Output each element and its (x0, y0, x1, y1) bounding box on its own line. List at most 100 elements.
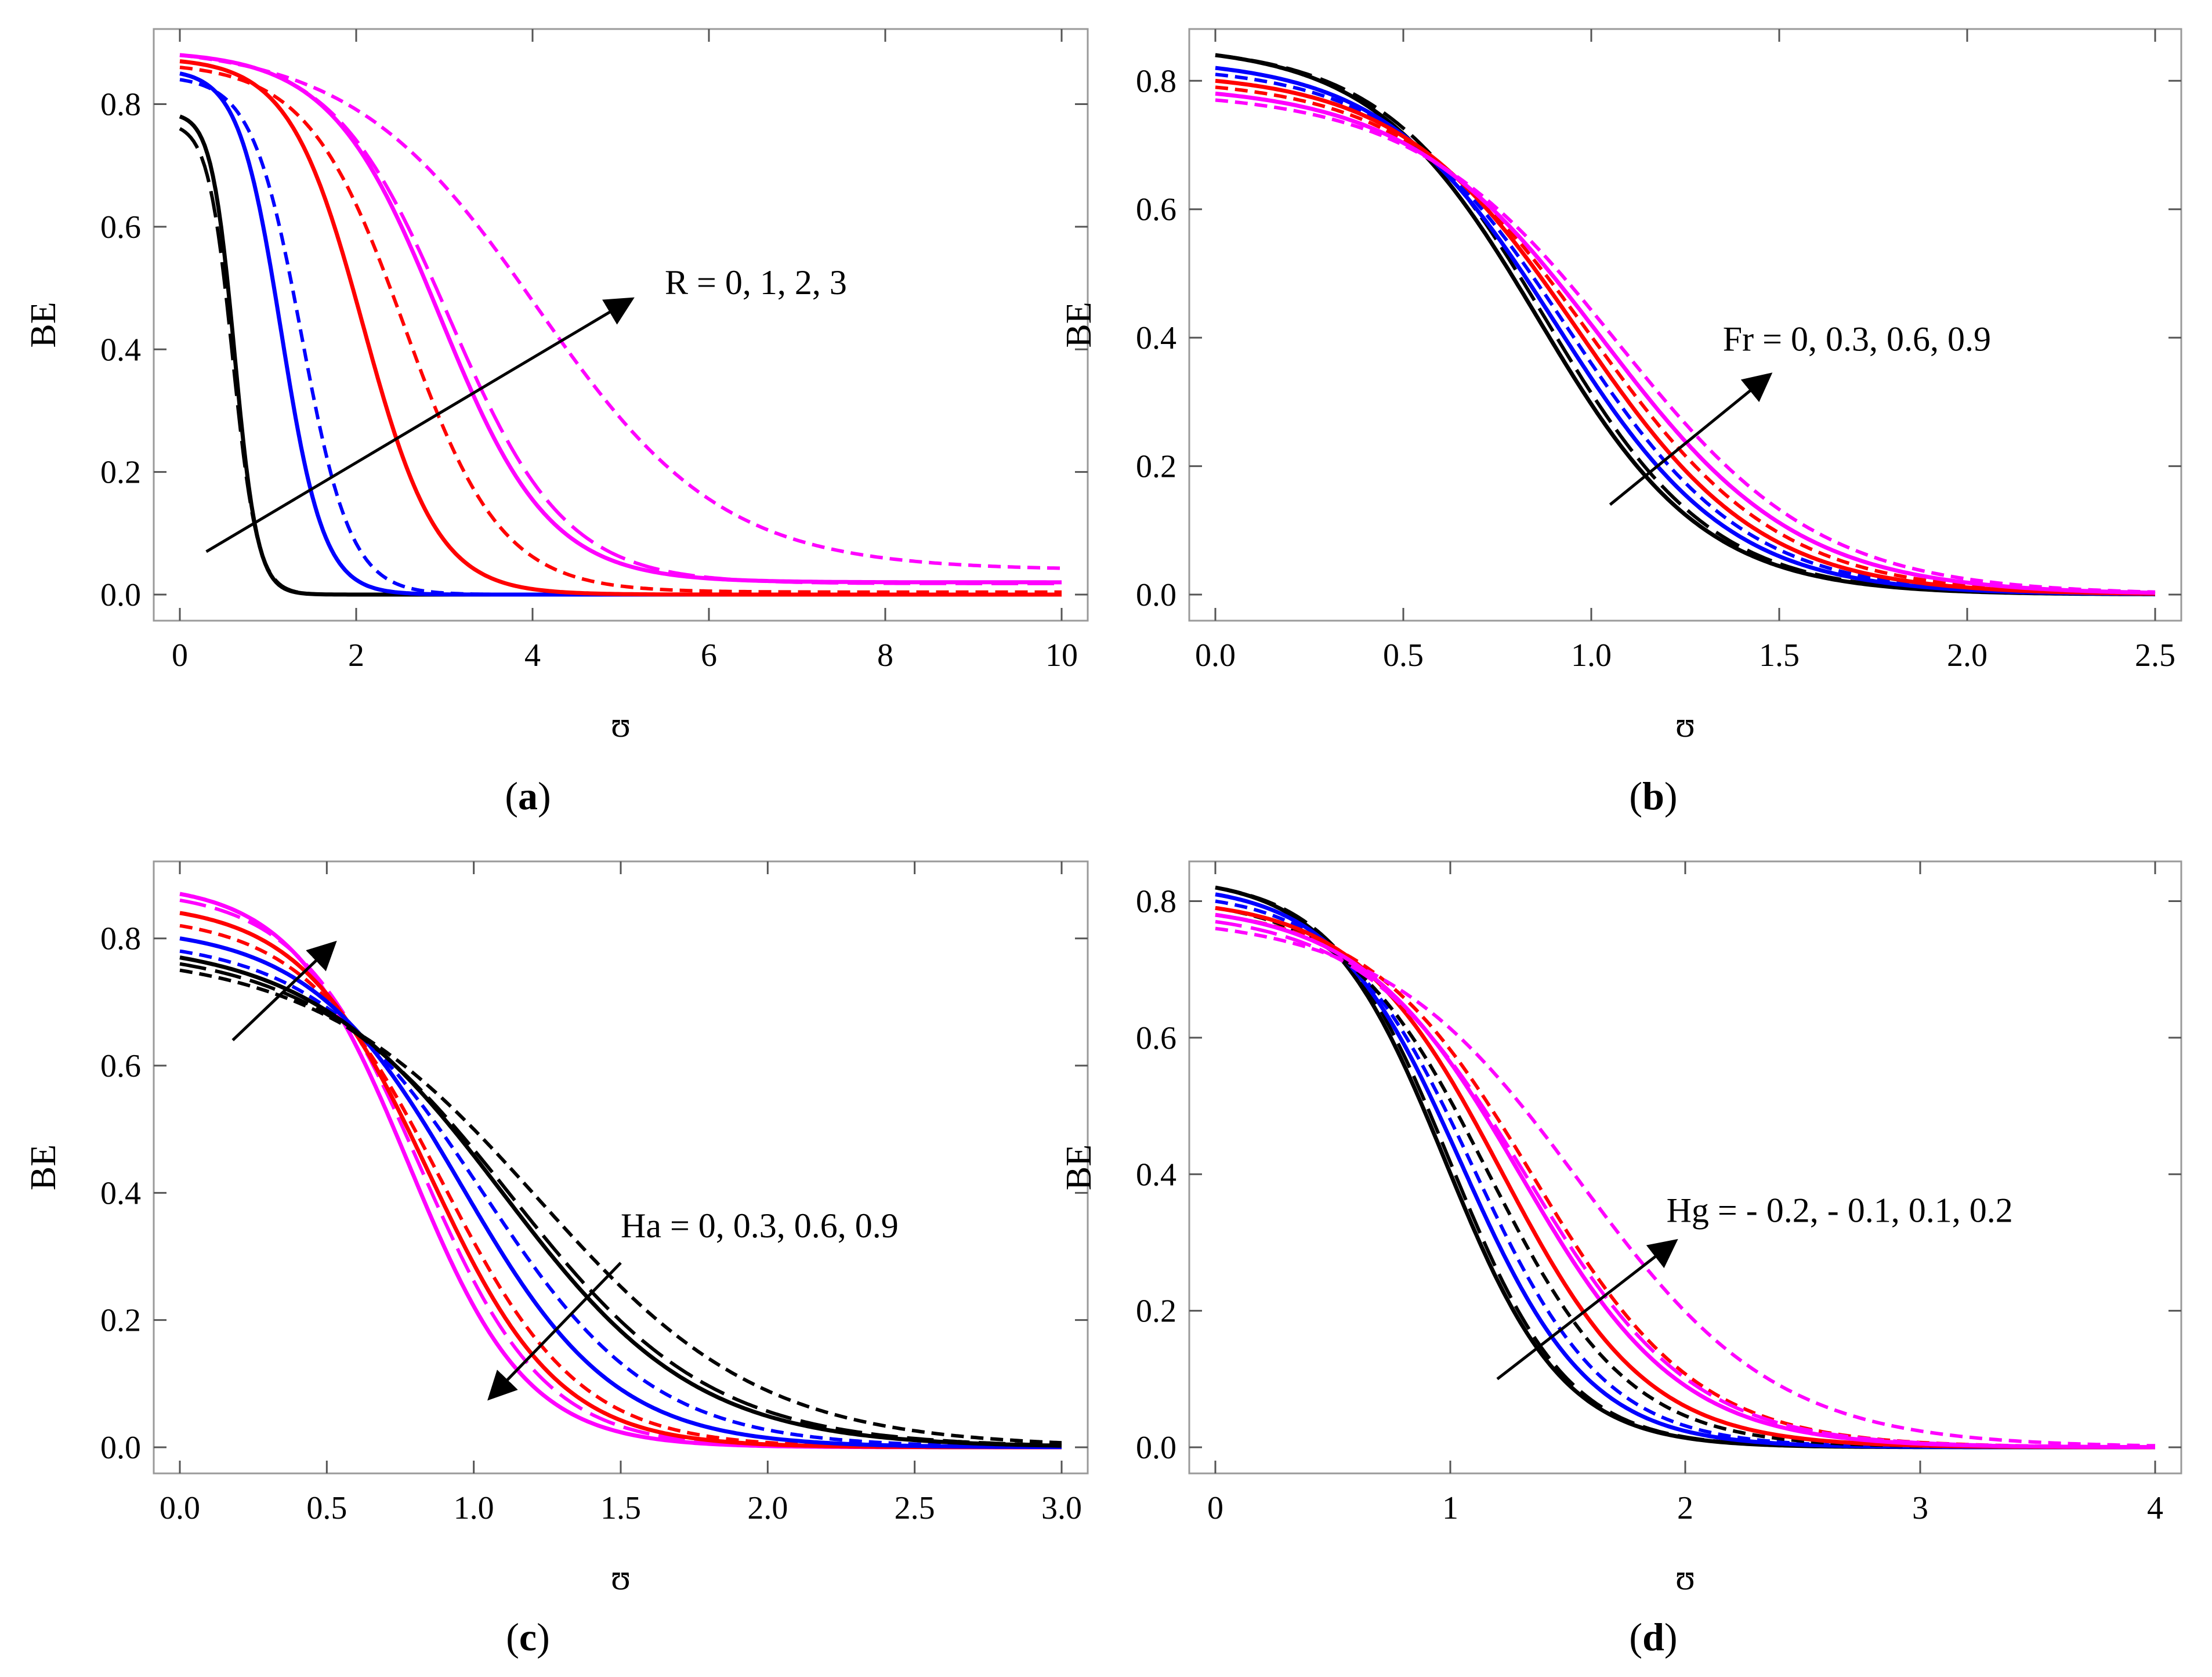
panel-caption: (c) (506, 1615, 550, 1659)
panel-d: 0 1 2 3 4 0.0 0.2 0.4 0.6 0.8 ʊ BE Hg = - 0.2, - 0.1… (1059, 860, 2182, 1659)
series-line-c-8 (179, 968, 1062, 1445)
y-tick-label: 0.0 (100, 1430, 141, 1466)
y-tick-label: 0.4 (100, 332, 141, 368)
caption-letter: c (519, 1615, 537, 1659)
plot-frame (153, 28, 1089, 622)
series-line-d-5 (1215, 905, 2155, 1450)
x-tick-label: 2.5 (2135, 638, 2175, 673)
series-line-b-5 (1215, 85, 2156, 595)
y-tick-label: 0.6 (1136, 192, 1176, 228)
series-line-c-7 (179, 962, 1062, 1447)
y-tick-label: 0.4 (1136, 320, 1176, 356)
y-tick-label: 0.0 (1136, 1430, 1176, 1466)
y-tick-label: 0.0 (100, 577, 141, 613)
trend-arrow (1609, 372, 1773, 506)
series-line-a-8 (179, 53, 1062, 570)
panel-b: 0.0 0.5 1.0 1.5 2.0 2.5 0.0 0.2 0.4 0.6 0.8 ʊ BE Fr =… (1059, 28, 2182, 818)
caption-letter: d (1642, 1615, 1664, 1659)
x-tick-label: 1 (1442, 1490, 1458, 1526)
series-line-b-0 (1215, 53, 2156, 596)
x-tick-label: 2 (348, 638, 364, 673)
y-tick-label: 0.2 (1136, 449, 1176, 485)
x-tick-label: 1.5 (600, 1490, 641, 1526)
y-tick-label: 0.8 (100, 87, 141, 123)
y-tick-label: 0.4 (100, 1175, 141, 1211)
x-tick-label: 2.0 (747, 1490, 788, 1526)
x-tick-label: 1.5 (1759, 638, 1800, 673)
series-line-a-0 (179, 114, 1062, 597)
x-tick-label: 8 (877, 638, 893, 673)
series-line-a-6 (179, 53, 1062, 585)
x-tick-label: 2 (1677, 1490, 1693, 1526)
series-line-b-7 (1215, 98, 2156, 594)
trend-arrow (205, 297, 635, 553)
y-tick-label: 0.6 (100, 209, 141, 245)
parameter-annotation: Hg = - 0.2, - 0.1, 0.1, 0.2 (1667, 1191, 2013, 1230)
series-line-d-3 (1215, 899, 2155, 1449)
y-axis-label: BE (1059, 1144, 1099, 1190)
series-line-a-1 (179, 127, 1062, 596)
y-tick-label: 0.0 (1136, 577, 1176, 613)
y-tick-label: 0.2 (100, 455, 141, 491)
x-tick-label: 3 (1912, 1490, 1928, 1526)
x-tick-label: 4 (2147, 1490, 2163, 1526)
y-tick-label: 0.6 (1136, 1020, 1176, 1056)
x-axis-label: ʊ (1675, 705, 1695, 745)
x-tick-label: 0 (172, 638, 188, 673)
series-line-c-6 (179, 955, 1062, 1448)
y-tick-label: 0.4 (1136, 1157, 1176, 1193)
panel-a: 0 2 4 6 8 10 0.0 0.2 0.4 0.6 0.8 ʊ BE R = 0, 1, 2, 3 (… (24, 28, 1089, 818)
series-line-d-9 (1215, 926, 2156, 1448)
x-tick-label: 0 (1207, 1490, 1223, 1526)
x-axis-label: ʊ (1675, 1558, 1695, 1598)
series-line-d-7 (1215, 912, 2155, 1450)
panel-caption: (b) (1629, 774, 1677, 818)
series-line-d-8 (1215, 919, 2155, 1449)
y-tick-label: 0.6 (100, 1048, 141, 1084)
y-axis-label: BE (24, 1144, 63, 1190)
y-axis-label: BE (1059, 302, 1099, 347)
x-tick-label: 2.5 (895, 1490, 935, 1526)
x-tick-label: 3.0 (1041, 1490, 1082, 1526)
trend-arrow (487, 1262, 622, 1401)
x-tick-label: 0.5 (1383, 638, 1424, 673)
series-line-c-4 (179, 936, 1062, 1450)
trend-arrow (1496, 1238, 1678, 1381)
parameter-annotation: Ha = 0, 0.3, 0.6, 0.9 (621, 1207, 899, 1245)
x-tick-label: 2.0 (1947, 638, 1987, 673)
series-line-a-2 (179, 71, 1062, 597)
x-axis-label: ʊ (611, 705, 631, 745)
series-line-a-3 (179, 78, 1062, 596)
series-line-a-5 (179, 66, 1062, 594)
plot-frame (1188, 28, 2182, 622)
x-tick-label: 6 (701, 638, 717, 673)
y-axis-label: BE (24, 302, 63, 347)
x-tick-label: 0.0 (160, 1490, 200, 1526)
trend-arrow (231, 940, 337, 1041)
caption-letter: a (518, 774, 538, 818)
series-line-a-7 (179, 53, 1062, 585)
series-line-d-6 (1215, 913, 2155, 1449)
panel-caption: (d) (1629, 1615, 1677, 1659)
x-tick-label: 0.5 (306, 1490, 347, 1526)
panel-caption: (a) (505, 774, 551, 818)
x-tick-label: 0.0 (1195, 638, 1236, 673)
y-tick-label: 0.8 (1136, 884, 1176, 920)
parameter-annotation: R = 0, 1, 2, 3 (665, 263, 847, 302)
series-line-d-4 (1215, 906, 2155, 1449)
series-line-c-2 (179, 911, 1062, 1450)
x-tick-label: 10 (1045, 638, 1078, 673)
series-line-a-4 (179, 59, 1062, 597)
y-tick-label: 0.8 (100, 921, 141, 957)
y-tick-label: 0.2 (1136, 1294, 1176, 1330)
series-line-b-6 (1215, 91, 2156, 595)
series-line-c-5 (179, 949, 1062, 1448)
x-tick-label: 4 (524, 638, 541, 673)
x-tick-label: 1.0 (454, 1490, 494, 1526)
x-axis-label: ʊ (611, 1558, 631, 1598)
y-tick-label: 0.2 (100, 1303, 141, 1339)
panel-c: 0.0 0.5 1.0 1.5 2.0 2.5 3.0 0.0 0.2 0.4 0.6 0.8 ʊ BE H… (24, 860, 1089, 1659)
parameter-annotation: Fr = 0, 0.3, 0.6, 0.9 (1723, 320, 1991, 358)
caption-letter: b (1642, 774, 1664, 818)
